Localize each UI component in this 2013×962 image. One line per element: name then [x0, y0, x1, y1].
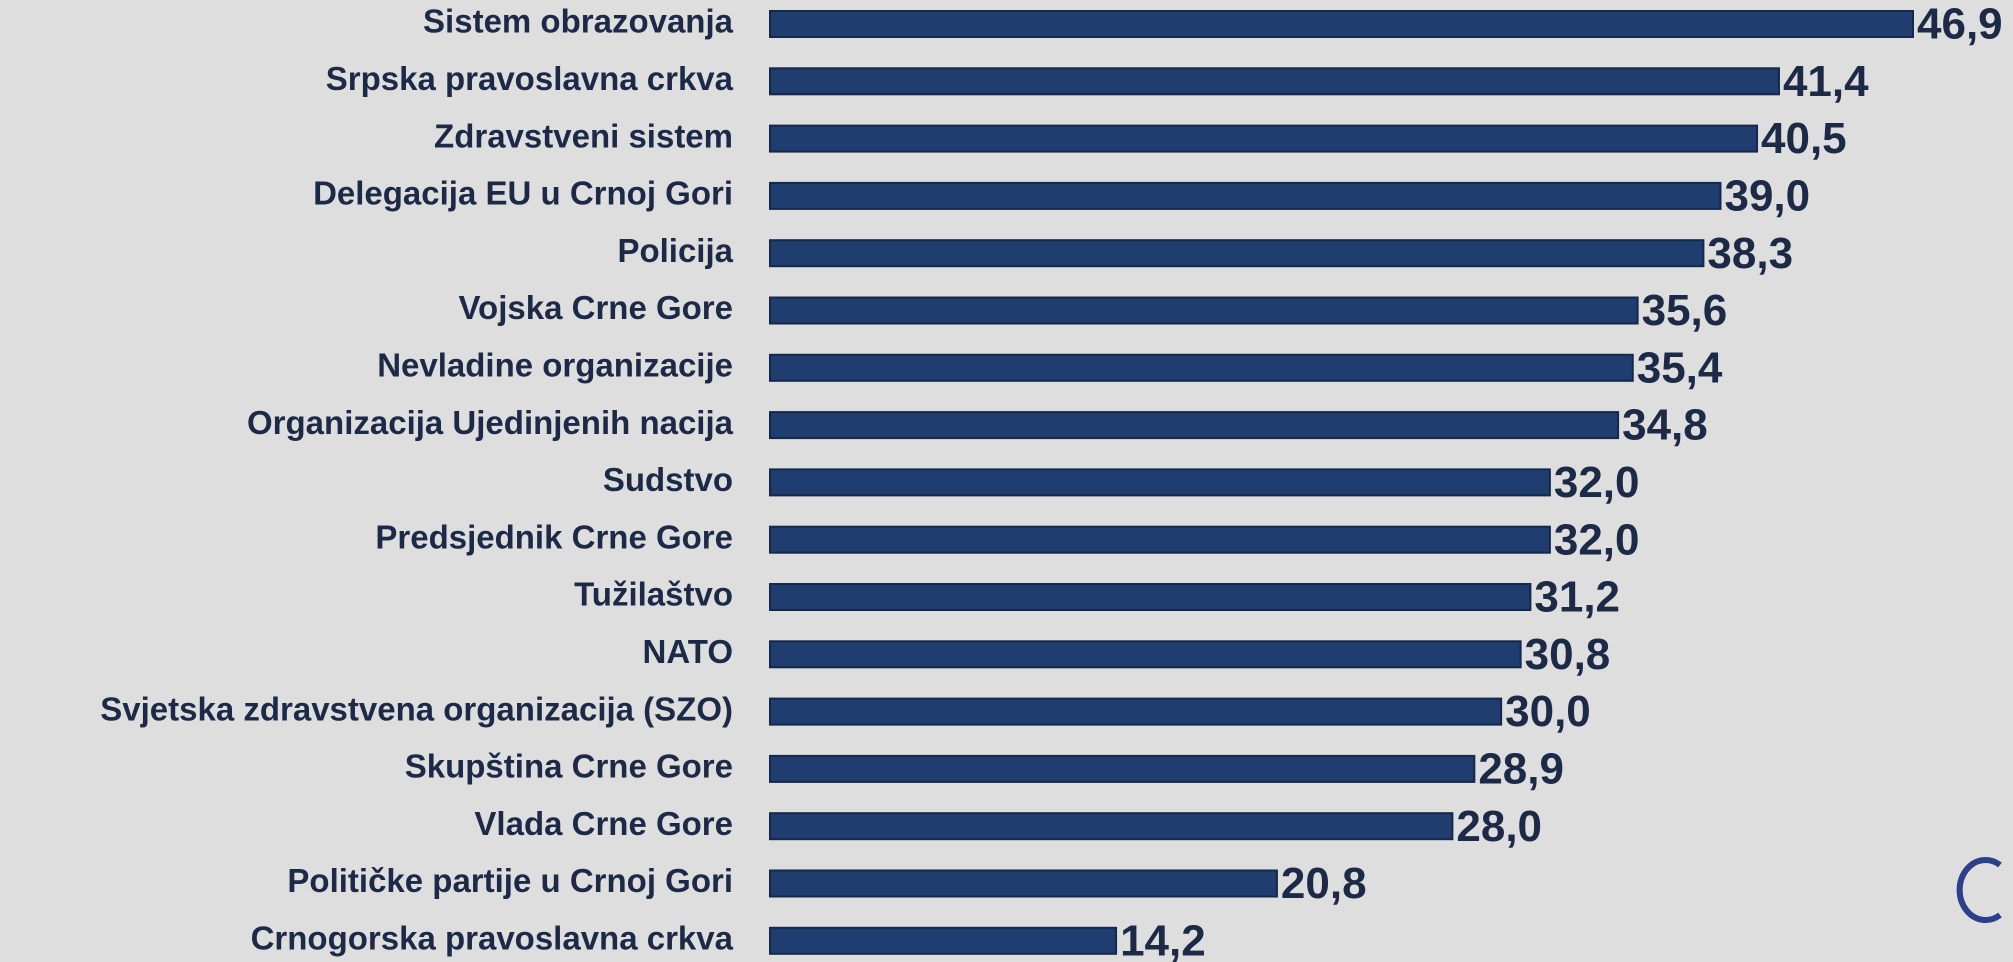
value-label: 41,4 [1783, 57, 1869, 106]
category-label: NATO [643, 633, 733, 670]
value-label: 30,0 [1505, 687, 1591, 736]
bar [769, 468, 1551, 497]
bar [769, 754, 1476, 783]
value-label: 28,9 [1478, 745, 1564, 794]
value-label: 31,2 [1534, 573, 1620, 622]
category-label: Delegacija EU u Crnoj Gori [313, 175, 733, 212]
category-label: Policija [617, 232, 733, 269]
value-label: 40,5 [1761, 114, 1847, 163]
category-label: Organizacija Ujedinjenih nacija [247, 404, 734, 441]
bar [769, 239, 1705, 268]
bar [769, 67, 1780, 96]
value-label: 32,0 [1554, 515, 1640, 564]
bar [769, 296, 1639, 325]
bar [769, 697, 1503, 726]
bar [769, 926, 1118, 955]
category-label: Političke partije u Crnoj Gori [287, 862, 733, 899]
category-label: Skupština Crne Gore [405, 748, 733, 785]
category-label: Vojska Crne Gore [459, 289, 734, 326]
value-label: 32,0 [1554, 458, 1640, 507]
category-label: Sudstvo [603, 461, 733, 498]
value-label: 30,8 [1525, 630, 1611, 679]
bar [769, 812, 1454, 841]
value-label: 38,3 [1707, 229, 1793, 278]
category-label: Zdravstveni sistem [434, 117, 733, 154]
category-label: Nevladine organizacije [377, 347, 733, 384]
bar [769, 583, 1532, 611]
category-label: Crnogorska pravoslavna crkva [251, 920, 734, 957]
value-label: 46,9 [1917, 0, 2003, 49]
bar [769, 124, 1759, 153]
bar [769, 353, 1634, 382]
category-label: Predsjednik Crne Gore [375, 518, 733, 555]
bar [769, 640, 1522, 669]
value-label: 35,6 [1642, 286, 1728, 335]
value-label: 35,4 [1637, 343, 1723, 392]
value-label: 14,2 [1120, 916, 1206, 962]
category-label: Tužilaštvo [574, 576, 733, 613]
logo [1956, 857, 2002, 923]
category-label: Srpska pravoslavna crkva [326, 60, 734, 97]
bar [769, 869, 1278, 898]
category-label: Sistem obrazovanja [423, 3, 734, 40]
bar [769, 10, 1914, 38]
category-label: Svjetska zdravstvena organizacija (SZO) [100, 690, 733, 727]
value-label: 28,0 [1456, 802, 1542, 851]
bar [769, 181, 1722, 210]
value-label: 34,8 [1622, 401, 1708, 450]
value-label: 39,0 [1724, 172, 1810, 221]
value-label: 20,8 [1281, 859, 1367, 908]
category-label: Vlada Crne Gore [474, 805, 733, 842]
bar [769, 411, 1620, 440]
bar [769, 525, 1551, 554]
